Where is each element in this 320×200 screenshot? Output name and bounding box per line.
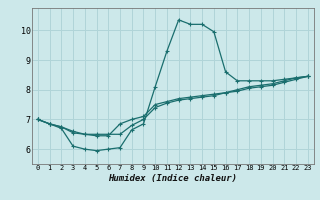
X-axis label: Humidex (Indice chaleur): Humidex (Indice chaleur): [108, 174, 237, 183]
